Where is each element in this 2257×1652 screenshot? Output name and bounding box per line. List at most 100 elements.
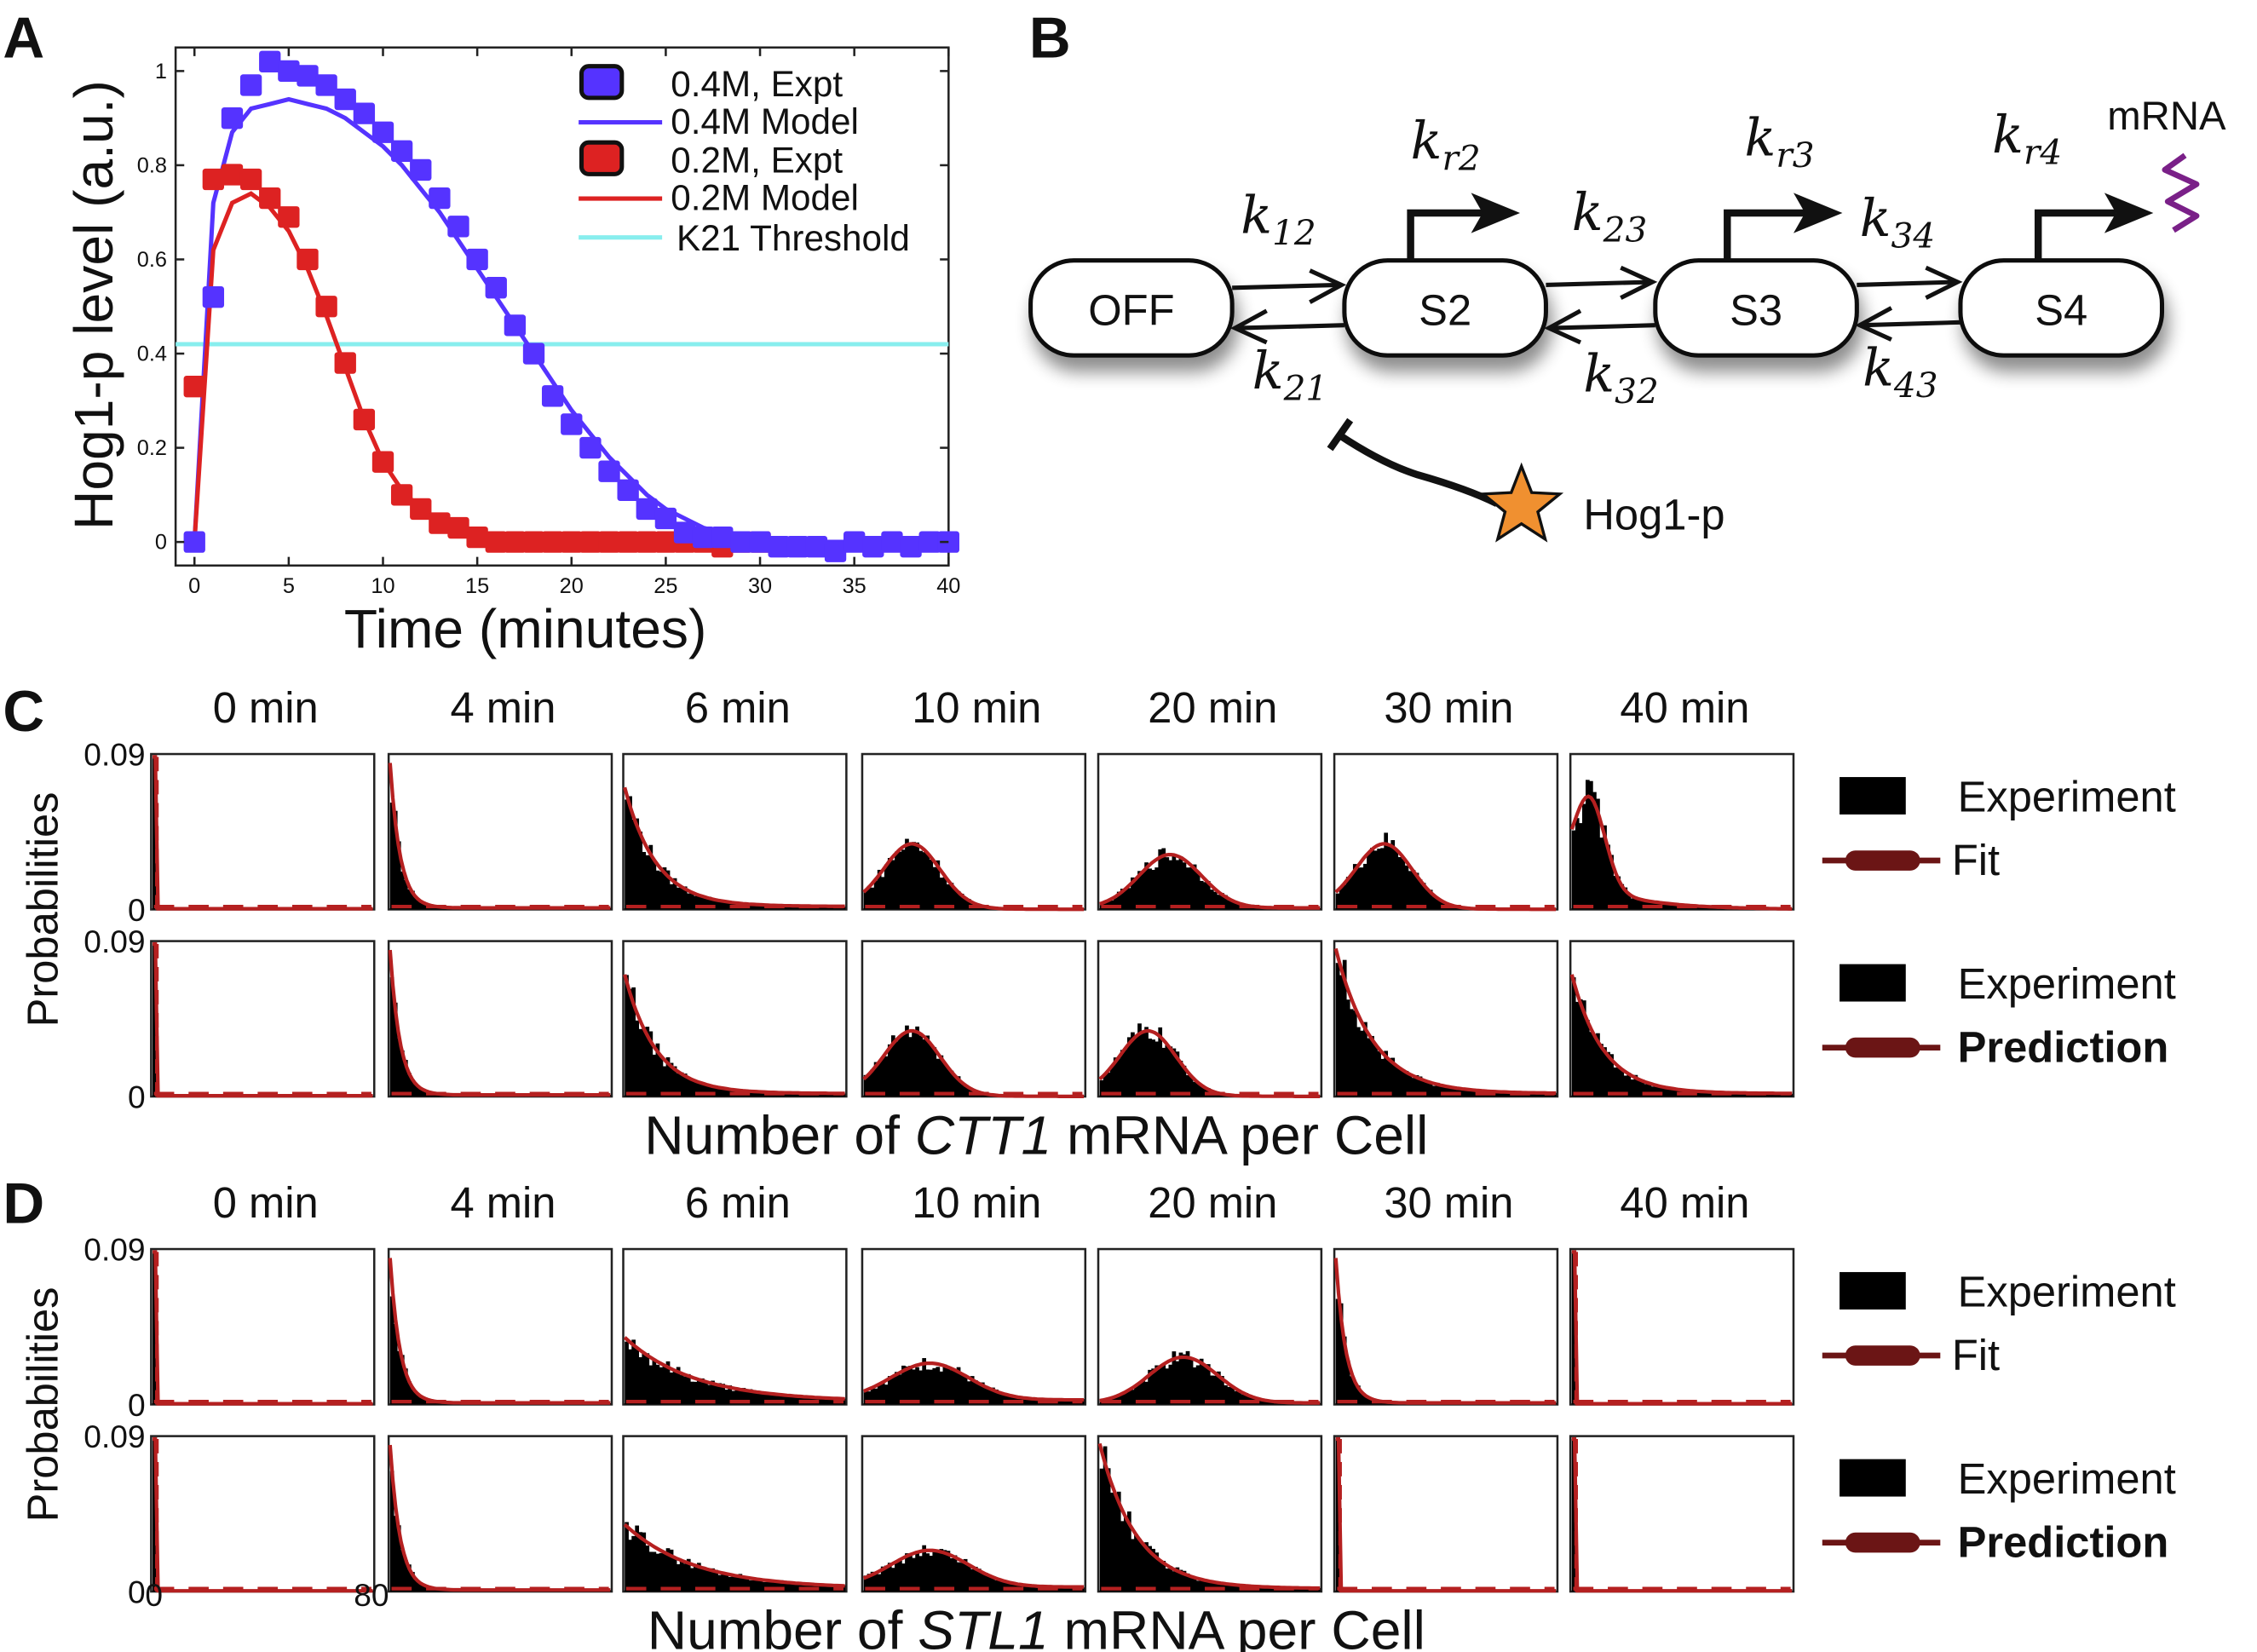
- histogram-bar: [1032, 1399, 1037, 1405]
- histogram-bar: [411, 890, 415, 910]
- histogram-bar: [711, 1380, 715, 1405]
- histogram-bar: [1373, 850, 1378, 910]
- point-02m-expt: [353, 408, 376, 431]
- histogram-bar: [898, 1037, 902, 1097]
- histogram-bar: [953, 889, 958, 910]
- transcription-arrowhead-s3: [1793, 193, 1843, 233]
- histogram-bar: [994, 1389, 999, 1405]
- histogram-bar: [741, 1388, 746, 1405]
- histogram-bar: [1168, 1364, 1173, 1405]
- histogram-bar: [1230, 1387, 1235, 1405]
- histogram-bar: [1131, 877, 1135, 910]
- histogram-cell: [1097, 940, 1323, 1098]
- histogram-bar: [1599, 838, 1604, 910]
- histogram-bar: [745, 1577, 750, 1592]
- legend-label-02m-model: 0.2M Model: [671, 178, 859, 218]
- histogram-bar: [1141, 1030, 1145, 1097]
- histogram-bar: [655, 1553, 660, 1592]
- histogram-bar: [887, 1376, 892, 1405]
- histogram-cell: [1569, 1435, 1795, 1593]
- histogram-bar: [1144, 1542, 1149, 1592]
- histogram-bar: [1428, 889, 1433, 910]
- histogram-bar: [724, 1088, 729, 1097]
- histogram-bar: [817, 1396, 822, 1405]
- histogram-bar: [652, 1551, 657, 1592]
- point-02m-expt: [541, 531, 564, 553]
- histogram-cell: [387, 1247, 613, 1406]
- histogram-bar: [762, 1581, 767, 1592]
- histogram-bar: [1771, 1093, 1776, 1097]
- point-02m-expt: [466, 526, 488, 549]
- histogram-bar: [994, 1580, 999, 1592]
- rate-kr4-label: kr4: [1992, 106, 2062, 173]
- point-04m-expt: [315, 74, 337, 96]
- histogram-bar: [635, 818, 640, 910]
- probabilities-axis-title: Probabilities: [19, 791, 67, 1027]
- histogram-bar: [734, 1390, 740, 1405]
- histogram-bar: [1342, 1336, 1347, 1405]
- histogram-bar: [628, 988, 632, 1097]
- point-04m-expt: [692, 526, 715, 549]
- histogram-bar: [953, 1075, 958, 1097]
- histogram-bar: [1217, 1371, 1221, 1405]
- model-fit-curve: [862, 1028, 1085, 1098]
- histogram-bar: [1165, 1368, 1170, 1405]
- histogram-bar: [714, 1569, 718, 1592]
- histogram-bar: [1367, 854, 1371, 910]
- histogram-bar: [1394, 1065, 1399, 1097]
- histogram-bar: [411, 1389, 415, 1405]
- histogram-bar: [1599, 1044, 1604, 1097]
- histogram-bar: [652, 1054, 657, 1097]
- histogram-bar: [704, 1382, 708, 1405]
- histogram-bar: [1148, 1546, 1152, 1592]
- histogram-bar: [1345, 999, 1350, 1097]
- histogram-bar: [686, 1558, 691, 1592]
- histogram-bar: [973, 1379, 978, 1405]
- histogram-bar: [867, 1074, 872, 1097]
- x-title-gene: STL1: [918, 1600, 1048, 1652]
- histogram-bar: [1733, 1092, 1738, 1097]
- histogram-bar: [912, 842, 916, 910]
- histogram-bar: [1360, 867, 1364, 910]
- histogram-cell: [1333, 940, 1559, 1098]
- histogram-bar: [922, 852, 927, 910]
- histogram-bar: [1116, 1058, 1121, 1097]
- histogram-bar: [1175, 1567, 1180, 1592]
- histogram-cell: [150, 940, 376, 1098]
- histogram-bar: [421, 901, 425, 910]
- histogram-bar: [758, 1578, 763, 1592]
- histogram-bar: [983, 1385, 988, 1405]
- histogram-bar: [949, 883, 954, 910]
- histogram-bar: [1640, 1079, 1645, 1097]
- histogram-bar: [963, 1376, 968, 1405]
- histogram-bar: [1699, 1091, 1703, 1097]
- histogram-bar: [765, 1582, 770, 1592]
- histogram-bar: [1224, 1584, 1228, 1592]
- histogram-bar: [1022, 1397, 1027, 1405]
- histogram-bar: [1103, 1074, 1108, 1097]
- histogram-x-axis-title: Number of CTT1 mRNA per Cell: [644, 1105, 1428, 1166]
- histogram-bar: [1401, 1070, 1406, 1097]
- histogram-bar: [932, 1549, 937, 1592]
- y-tick-label: 0.6: [137, 248, 167, 272]
- histogram-bar: [758, 1391, 763, 1405]
- histogram-bar: [953, 1555, 958, 1592]
- rate-k12-label: k12: [1241, 187, 1316, 254]
- arrowhead-s2-to-s3: [1620, 265, 1658, 300]
- rate-k23-label: k23: [1572, 183, 1647, 250]
- histogram-bar: [905, 838, 909, 910]
- arrowhead-s2-to-off: [1229, 308, 1268, 345]
- time-label-4-min: 4 min: [451, 1178, 556, 1227]
- histogram-bar: [1408, 871, 1413, 910]
- histogram-bar: [693, 895, 698, 910]
- histogram-bar: [966, 899, 971, 910]
- histogram-bar: [898, 1374, 902, 1405]
- histogram-bar: [751, 1580, 757, 1592]
- point-02m-expt: [371, 451, 394, 473]
- histogram-bar: [976, 1383, 982, 1405]
- histogram-bar: [918, 1556, 923, 1592]
- histogram-bar: [625, 1341, 629, 1405]
- histogram-bar: [908, 844, 913, 910]
- histogram-bar: [963, 1558, 968, 1592]
- histogram-bar: [1268, 1587, 1273, 1592]
